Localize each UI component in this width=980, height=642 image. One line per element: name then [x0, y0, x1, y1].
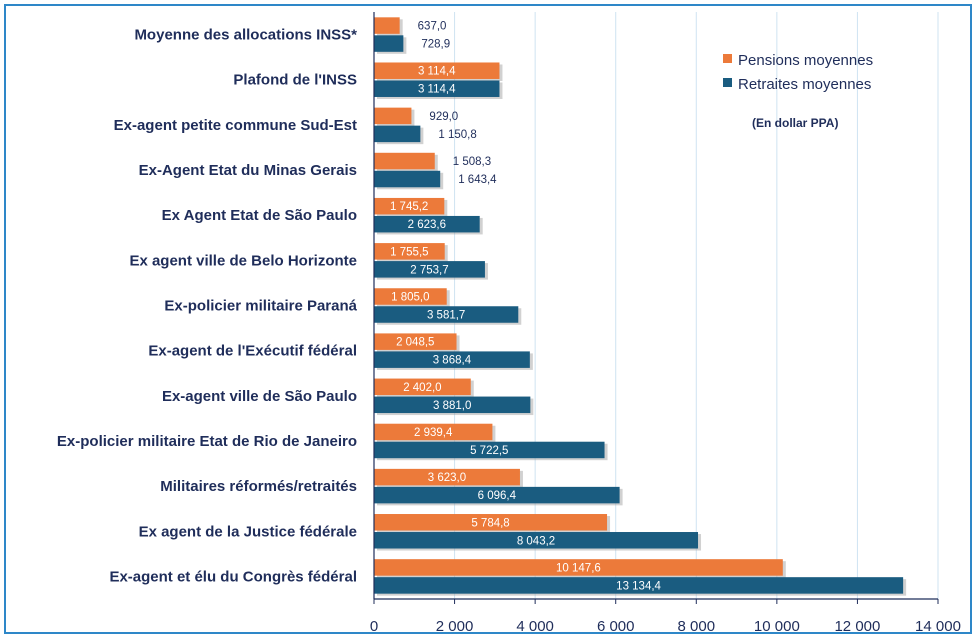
data-label: 1 805,0 — [391, 292, 429, 304]
data-label: 2 939,4 — [414, 427, 453, 439]
bars: 637,0 3 114,4 929,0 1 508,3 1 745,2 1 755,5 1 … — [374, 17, 907, 596]
bar-pension — [374, 378, 471, 396]
data-label: 2 623,6 — [408, 219, 446, 231]
bar-retraite — [374, 486, 620, 504]
data-label: 1 755,5 — [390, 246, 428, 258]
data-label: 5 784,8 — [471, 517, 509, 529]
data-label: 929,0 — [429, 111, 458, 123]
legend-swatch-pensions — [723, 54, 732, 63]
x-tick-label: 10 000 — [754, 618, 800, 635]
bar-retraite — [374, 532, 699, 549]
bar-pension — [374, 514, 608, 531]
category-label: Moyenne des allocations INSS* — [134, 27, 357, 44]
grid-lines — [454, 12, 939, 599]
data-label: 5 722,5 — [470, 445, 508, 457]
bar-retraite — [374, 215, 480, 233]
data-label: 1 745,2 — [390, 201, 428, 213]
bar-retraite — [374, 261, 485, 278]
data-label: 637,0 — [418, 21, 447, 33]
bar-pension — [374, 243, 445, 260]
category-label: Militaires réformés/retraités — [160, 478, 357, 495]
x-tick-label: 6 000 — [597, 618, 635, 635]
bar-retraite — [374, 396, 531, 414]
data-label: 1 508,3 — [453, 156, 491, 168]
data-label: 10 147,6 — [556, 562, 601, 574]
data-label: 1 150,8 — [438, 129, 476, 141]
axes: 0 2 000 4 000 6 000 8 000 10 000 12 000 14 000 M… — [57, 12, 961, 635]
x-tick-label: 2 000 — [436, 618, 474, 635]
bar-pension — [374, 333, 457, 350]
bar-retraite — [374, 306, 519, 323]
bar-retraite — [374, 125, 421, 143]
data-label: 3 581,7 — [427, 310, 465, 322]
data-label: 8 043,2 — [517, 535, 555, 547]
bar-retraite — [374, 35, 404, 52]
data-label: 2 048,5 — [396, 337, 434, 349]
category-label: Ex agent de la Justice fédérale — [139, 523, 357, 540]
category-label: Ex-agent et élu du Congrès fédéral — [109, 568, 357, 585]
category-label: Ex-policier militaire Paraná — [164, 298, 357, 315]
data-label: 728,9 — [421, 39, 450, 51]
data-label: 3 114,4 — [418, 66, 456, 78]
x-tick-label: 14 000 — [915, 618, 961, 635]
data-label: 3 868,4 — [433, 355, 472, 367]
bar-pension — [374, 288, 447, 305]
bar-pension — [374, 17, 400, 34]
bar-retraite — [374, 577, 904, 594]
legend-swatch-retraites — [723, 78, 732, 87]
category-label: Ex-policier militaire Etat de Rio de Jan… — [57, 433, 357, 450]
data-label: 3 623,0 — [428, 472, 466, 484]
x-tick-label: 4 000 — [516, 618, 554, 635]
bar-pension — [374, 423, 493, 441]
data-label: 3 114,4 — [418, 84, 456, 96]
data-label: 2 402,0 — [403, 382, 441, 394]
x-tick-label: 8 000 — [678, 618, 716, 635]
bar-pension — [374, 197, 445, 215]
legend-label-pensions: Pensions moyennes — [738, 52, 873, 69]
legend-label-retraites: Retraites moyennes — [738, 76, 871, 93]
x-tick-label: 12 000 — [834, 618, 880, 635]
bar-pension — [374, 152, 435, 170]
bar-pension — [374, 468, 520, 486]
bar-pension — [374, 62, 500, 79]
category-label: Ex agent ville de Belo Horizonte — [129, 252, 357, 269]
bar-retraite — [374, 80, 500, 97]
data-label: 6 096,4 — [478, 490, 517, 502]
bar-pension — [374, 107, 412, 125]
category-label: Ex-agent petite commune Sud-Est — [114, 117, 357, 134]
bar-retraite — [374, 441, 605, 459]
data-label: 3 881,0 — [433, 400, 471, 412]
category-label: Ex-agent ville de São Paulo — [162, 388, 357, 405]
x-tick-label: 0 — [370, 618, 378, 635]
data-label: 1 643,4 — [458, 174, 497, 186]
data-label: 2 753,7 — [410, 264, 448, 276]
category-label: Ex-Agent Etat du Minas Gerais — [139, 162, 357, 179]
legend: Pensions moyennes Retraites moyennes (En… — [723, 52, 873, 130]
unit-note: (En dollar PPA) — [752, 116, 838, 130]
data-label: 13 134,4 — [616, 580, 661, 592]
category-label: Plafond de l'INSS — [233, 72, 357, 89]
bar-pension — [374, 559, 783, 576]
bar-retraite — [374, 351, 530, 368]
category-label: Ex-agent de l'Exécutif fédéral — [148, 343, 357, 360]
category-label: Ex Agent Etat de São Paulo — [162, 207, 357, 224]
bar-retraite — [374, 170, 441, 188]
